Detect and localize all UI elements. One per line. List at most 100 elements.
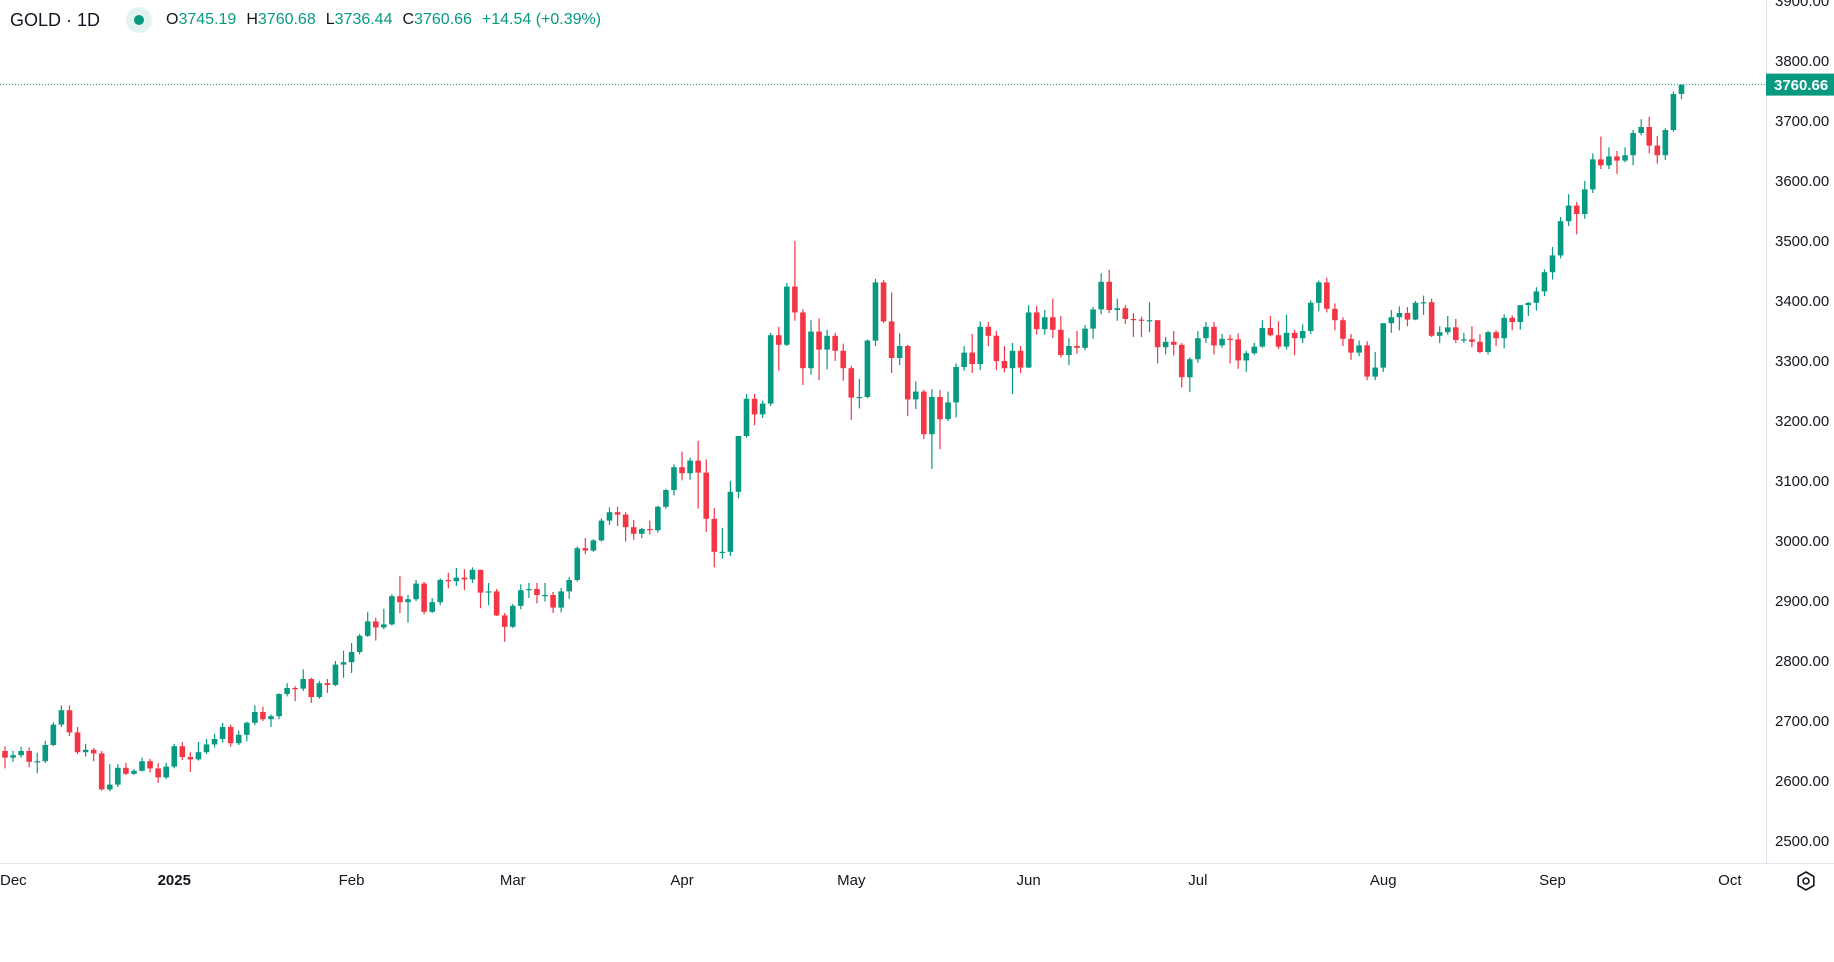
candle-body-up xyxy=(1195,338,1201,360)
price-tick-label: 3800.00 xyxy=(1775,53,1829,70)
candle-body-up xyxy=(316,683,323,697)
candle-body-up xyxy=(429,602,435,612)
candle-body-up xyxy=(1549,255,1556,273)
time-tick-label: Aug xyxy=(1370,872,1397,889)
candle-body-down xyxy=(1404,313,1411,320)
candle-body-down xyxy=(1227,338,1233,340)
candle-body-down xyxy=(501,615,508,627)
candle-body-down xyxy=(155,768,161,778)
candle-body-down xyxy=(1275,335,1282,347)
candle-body-down xyxy=(1324,282,1330,309)
candle-body-down xyxy=(1235,339,1241,361)
candle-body-up xyxy=(590,540,597,551)
candle-body-down xyxy=(840,350,847,369)
candle-body-down xyxy=(372,621,379,628)
candle-body-up xyxy=(332,664,339,685)
candle-body-down xyxy=(123,767,129,774)
candle-body-down xyxy=(751,398,758,415)
candle-body-up xyxy=(1162,341,1169,348)
candle-body-down xyxy=(187,757,194,760)
candle-body-up xyxy=(171,746,178,767)
price-tick-label: 3200.00 xyxy=(1775,413,1829,430)
price-tick-label: 2600.00 xyxy=(1775,773,1829,790)
candle-body-up xyxy=(50,724,57,745)
candle-body-up xyxy=(469,569,476,580)
price-tick-label: 2900.00 xyxy=(1775,593,1829,610)
candle-body-up xyxy=(219,727,226,739)
candle-body-down xyxy=(2,751,8,758)
candle-body-up xyxy=(606,512,613,521)
symbol-title[interactable]: GOLD · 1D xyxy=(10,9,101,30)
candle-body-up xyxy=(1380,323,1387,368)
candle-body-down xyxy=(1138,319,1145,321)
candle-body-down xyxy=(993,335,1000,361)
price-tick-label: 3500.00 xyxy=(1775,233,1829,250)
candle-body-down xyxy=(832,335,838,351)
candle-body-up xyxy=(1396,313,1403,318)
candle-body-up xyxy=(405,599,411,603)
candle-body-down xyxy=(421,583,427,612)
candle-body-down xyxy=(1130,319,1137,321)
candle-body-up xyxy=(1662,130,1669,156)
candle-body-up xyxy=(211,739,218,745)
candle-body-up xyxy=(195,752,202,760)
candle-body-up xyxy=(727,491,734,552)
candle-body-down xyxy=(26,751,32,762)
candle-body-down xyxy=(679,467,685,474)
candle-body-down xyxy=(1106,281,1113,310)
candle-body-down xyxy=(1428,302,1435,336)
candle-body-up xyxy=(1203,326,1209,339)
candle-body-up xyxy=(139,761,145,771)
candle-body-up xyxy=(1412,302,1419,320)
candle-body-down xyxy=(260,712,266,720)
candle-body-up xyxy=(1259,328,1266,347)
candle-body-down xyxy=(1573,205,1580,214)
candle-body-down xyxy=(1340,320,1346,339)
candle-body-up xyxy=(340,662,347,665)
candle-body-up xyxy=(244,722,250,735)
candle-body-up xyxy=(1590,159,1596,190)
candle-body-up xyxy=(638,529,645,534)
ohlc-values: O3745.19 H3760.68 L3736.44 C3760.66 +14.… xyxy=(166,11,601,29)
candle-body-up xyxy=(542,595,548,597)
candle-body-up xyxy=(453,577,460,582)
candle-body-down xyxy=(1598,159,1604,166)
time-axis-scale[interactable] xyxy=(0,864,1766,904)
candle-body-up xyxy=(1114,308,1121,310)
price-tick-label: 3600.00 xyxy=(1775,173,1829,190)
candle-body-down xyxy=(98,753,105,790)
candle-body-down xyxy=(816,331,822,350)
candle-body-up xyxy=(1436,332,1443,336)
candle-body-up xyxy=(1283,332,1290,347)
candle-body-up xyxy=(1485,332,1491,352)
candle-body-up xyxy=(526,589,532,591)
candle-body-down xyxy=(1348,338,1354,353)
gear-icon[interactable] xyxy=(1795,870,1817,892)
candle-body-up xyxy=(42,745,49,762)
candle-body-down xyxy=(1001,361,1008,369)
candle-body-down xyxy=(1017,350,1024,368)
candle-body-up xyxy=(82,749,89,753)
candle-body-up xyxy=(784,286,790,345)
candle-body-up xyxy=(1315,282,1322,303)
candle-body-up xyxy=(1501,317,1507,339)
candle-body-down xyxy=(622,514,629,528)
candle-body-down xyxy=(179,746,186,757)
candle-body-up xyxy=(413,583,419,600)
candle-body-up xyxy=(1444,327,1451,333)
candle-body-up xyxy=(872,282,879,341)
candle-body-down xyxy=(792,286,798,313)
candle-body-up xyxy=(389,596,395,625)
change-value: +14.54 (+0.39%) xyxy=(481,11,602,28)
candle-body-up xyxy=(18,751,24,756)
candle-body-down xyxy=(1178,344,1185,378)
candle-body-up xyxy=(1557,221,1564,256)
candle-body-up xyxy=(268,716,274,720)
candle-body-up xyxy=(687,460,693,474)
candle-body-up xyxy=(252,712,258,723)
candle-body-up xyxy=(1630,133,1636,156)
close-value: 3760.66 xyxy=(414,11,472,28)
candle-body-down xyxy=(647,529,653,531)
candle-body-up xyxy=(1420,302,1427,304)
